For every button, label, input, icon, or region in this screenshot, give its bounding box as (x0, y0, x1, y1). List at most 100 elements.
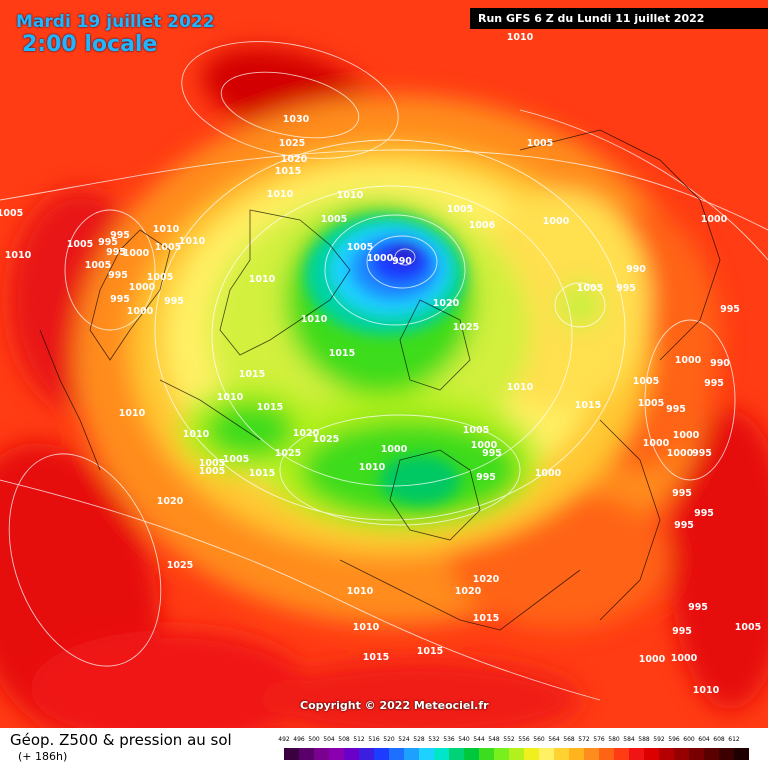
coastlines (39, 129, 721, 631)
legend-value: 520 (383, 736, 395, 743)
pressure-label: 1025 (453, 322, 479, 333)
legend-value: 512 (353, 736, 365, 743)
forecast-lead-time: (+ 186h) (18, 750, 68, 763)
legend-value-labels: 492 496 500 504 508 512 516 520 524 528 532 536 540 5… (278, 736, 749, 746)
pressure-label: 1010 (217, 392, 244, 403)
pressure-label: 995 (694, 508, 714, 519)
pressure-label: 1005 (527, 138, 553, 149)
pressure-label: 1015 (417, 646, 443, 657)
legend-value: 516 (368, 736, 380, 743)
pressure-label: 1010 (179, 236, 206, 247)
legend-swatch (284, 748, 299, 760)
pressure-label: 1005 (447, 204, 473, 215)
isobars (0, 41, 768, 701)
pressure-label: 1010 (267, 189, 294, 200)
legend-swatch (524, 748, 539, 760)
pressure-label: 995 (666, 404, 686, 415)
legend-swatch (719, 748, 734, 760)
pressure-label: 1005 (67, 239, 93, 250)
pressure-label: 1000 (639, 654, 666, 665)
pressure-label: 1005 (347, 242, 373, 253)
pressure-label: 1020 (293, 428, 320, 439)
legend-swatch (674, 748, 689, 760)
pressure-label: 1005 (199, 466, 225, 477)
legend-value: 572 (578, 736, 590, 743)
legend-value: 540 (458, 736, 470, 743)
pressure-label: 1005 (223, 454, 249, 465)
legend-swatch (494, 748, 509, 760)
map-variable-title: Géop. Z500 & pression au sol (10, 731, 232, 749)
pressure-label: 1005 (199, 458, 225, 469)
pressure-label: 1000 (367, 253, 394, 264)
pressure-label: 1030 (283, 114, 310, 125)
pressure-label: 1015 (239, 369, 265, 380)
pressure-label: 1005 (0, 208, 23, 219)
legend-swatch (404, 748, 419, 760)
legend-value: 504 (323, 736, 335, 743)
legend-value: 580 (608, 736, 620, 743)
pressure-label: 995 (106, 247, 126, 258)
legend-swatch (734, 748, 749, 760)
legend-value: 492 (278, 736, 290, 743)
legend-value: 536 (443, 736, 455, 743)
pressure-label: 995 (482, 448, 502, 459)
pressure-label: 1005 (147, 272, 173, 283)
legend-value: 524 (398, 736, 410, 743)
low-pressure-core (305, 215, 465, 505)
legend-swatch (359, 748, 374, 760)
legend-swatch (644, 748, 659, 760)
pressure-label: 1015 (249, 468, 275, 479)
pressure-label: 1020 (433, 298, 460, 309)
pressure-label: 1025 (275, 448, 301, 459)
legend-swatch (659, 748, 674, 760)
pressure-label: 1005 (155, 242, 181, 253)
pressure-label: 995 (672, 626, 692, 637)
model-run-info: Run GFS 6 Z du Lundi 11 juillet 2022 (470, 8, 768, 29)
legend-swatch (344, 748, 359, 760)
pressure-label: 1000 (123, 248, 150, 259)
legend-value: 544 (473, 736, 485, 743)
legend-swatch (554, 748, 569, 760)
pressure-label: 995 (674, 520, 694, 531)
pressure-label: 1005 (735, 622, 761, 633)
legend-value: 528 (413, 736, 425, 743)
pressure-label: 995 (110, 230, 130, 241)
legend-value: 548 (488, 736, 500, 743)
pressure-label: 1000 (471, 440, 498, 451)
pressure-label: 1010 (507, 382, 534, 393)
pressure-label: 1000 (671, 653, 698, 664)
legend-swatch (329, 748, 344, 760)
legend-value: 576 (593, 736, 605, 743)
pressure-label: 1010 (183, 429, 210, 440)
legend-swatch (614, 748, 629, 760)
legend-swatch (464, 748, 479, 760)
pressure-label: 995 (692, 448, 712, 459)
pressure-label: 1025 (313, 434, 339, 445)
pressure-label: 995 (616, 283, 636, 294)
weather-map: 1010 1030 1025 1020 1015 1010 1010 1005 1005 1005… (0, 0, 768, 728)
pressure-label: 1010 (301, 314, 328, 325)
legend-swatch (509, 748, 524, 760)
pressure-label: 1005 (577, 283, 603, 294)
pressure-label: 1005 (638, 398, 664, 409)
legend-value: 508 (338, 736, 350, 743)
pressure-label: 990 (392, 256, 412, 267)
legend-value: 568 (563, 736, 575, 743)
pressure-label: 1015 (473, 613, 499, 624)
legend-swatch (569, 748, 584, 760)
pressure-label: 1020 (455, 586, 482, 597)
legend-swatch (374, 748, 389, 760)
pressure-label: 995 (720, 304, 740, 315)
legend-value: 584 (623, 736, 635, 743)
pressure-label: 995 (672, 488, 692, 499)
pressure-label: 1005 (633, 376, 659, 387)
legend-swatch (479, 748, 494, 760)
legend-swatch (584, 748, 599, 760)
legend-value: 612 (728, 736, 740, 743)
legend-value: 608 (713, 736, 725, 743)
legend-swatch (389, 748, 404, 760)
legend-swatch (419, 748, 434, 760)
pressure-label: 1020 (157, 496, 184, 507)
pressure-label: 1015 (363, 652, 389, 663)
